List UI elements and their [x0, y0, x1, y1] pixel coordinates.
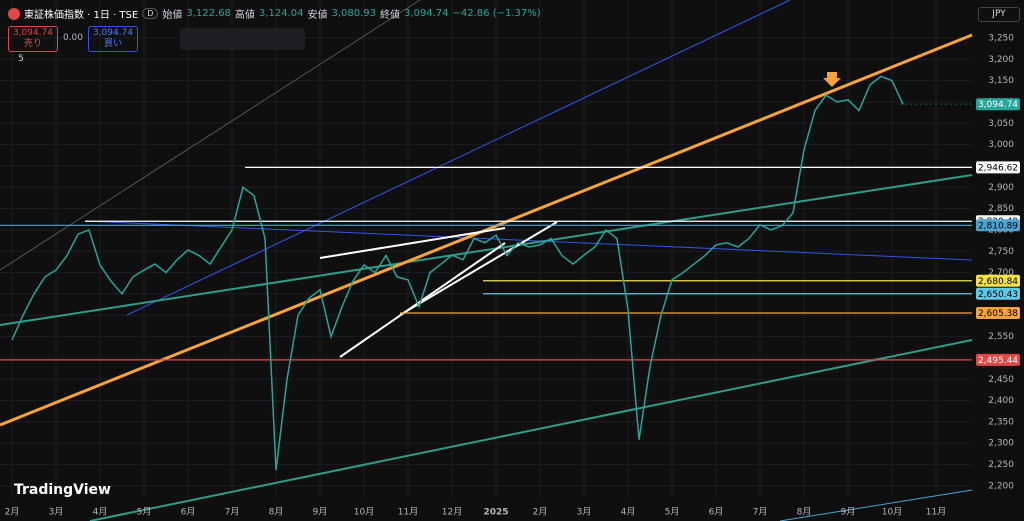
trend-line [84, 220, 973, 261]
high: 3,124.04 [258, 8, 304, 19]
interval-button[interactable]: D [142, 8, 159, 19]
trend-line [779, 489, 973, 521]
sell-label: 売り [23, 39, 42, 49]
y-tick-label: 2,750 [988, 247, 1014, 257]
x-tick-label: 7月 [225, 507, 240, 518]
x-tick-label: 2月 [5, 507, 20, 518]
open-label: 始値 [162, 10, 183, 21]
y-tick-label: 2,250 [988, 460, 1014, 470]
trend-line [126, 0, 791, 316]
symbol-icon [8, 7, 20, 20]
symbol[interactable]: 東証株価指数 · 1日 · TSE [24, 10, 139, 21]
y-tick-label: 2,700 [988, 268, 1014, 278]
open: 3,122.68 [186, 8, 231, 19]
y-tick-label: 3,150 [988, 76, 1014, 86]
price-tag [976, 306, 1020, 319]
drawing-toolbar[interactable] [180, 28, 305, 50]
price-tag-label: 3,094.74 [978, 100, 1018, 110]
drawings [0, 0, 973, 521]
x-tick-label: 7月 [753, 507, 768, 518]
low-label: 安値 [307, 10, 328, 21]
indicator-count: 5 [18, 54, 24, 64]
arrow-marker [823, 72, 841, 87]
y-tick-label: 3,250 [988, 33, 1014, 43]
price-tag-label: 2,495.44 [978, 356, 1018, 366]
x-tick-label: 10月 [354, 507, 374, 518]
price-tag-label: 2,946.62 [978, 163, 1018, 173]
x-tick-label: 2月 [533, 507, 548, 518]
x-tick-label: 2025 [483, 508, 508, 518]
price-tag [976, 98, 1020, 111]
sell-price: 3,094.74 [12, 28, 54, 38]
x-tick-label: 5月 [665, 507, 680, 518]
price-tag [976, 353, 1020, 366]
buy-button[interactable]: 3,094.74 買い [88, 26, 138, 52]
x-tick-label: 9月 [841, 507, 856, 518]
close: 3,094.74 [403, 8, 449, 19]
indicator-toggle[interactable]: 5 [10, 53, 32, 66]
x-tick-label: 5月 [137, 507, 152, 518]
buy-label: 買い [103, 39, 122, 49]
y-tick-label: 2,450 [988, 375, 1014, 385]
price-tag [976, 287, 1020, 300]
price-tag-label: 2,605.38 [978, 309, 1018, 319]
x-tick-label: 6月 [709, 507, 724, 518]
sell-button[interactable]: 3,094.74 売り [8, 26, 58, 52]
price-tag-label: 2,810.89 [978, 221, 1018, 231]
price-tag-label: 2,650.43 [978, 290, 1018, 300]
x-tick-label: 4月 [93, 507, 108, 518]
price-tag [976, 219, 1020, 232]
change: −42.86 (−1.37%) [452, 8, 541, 19]
spread: 0.00 [62, 33, 84, 43]
buy-price: 3,094.74 [92, 28, 134, 38]
x-tick-label: 10月 [882, 507, 902, 518]
price-line [11, 75, 904, 471]
y-tick-label: 3,200 [988, 55, 1014, 65]
trend-line [399, 221, 558, 316]
brand-logo: TradingView [14, 482, 111, 498]
y-tick-label: 2,200 [988, 481, 1014, 491]
x-tick-label: 8月 [269, 507, 284, 518]
trend-line [0, 174, 973, 326]
y-tick-label: 2,900 [988, 183, 1014, 193]
x-tick-label: 6月 [181, 507, 196, 518]
price-tag [976, 274, 1020, 287]
y-tick-label: 2,550 [988, 332, 1014, 342]
high-label: 高値 [234, 10, 255, 21]
trend-line [339, 242, 506, 358]
currency-button[interactable]: JPY [978, 7, 1020, 22]
y-tick-label: 2,850 [988, 204, 1014, 214]
low: 3,080.93 [331, 8, 376, 19]
x-tick-label: 3月 [49, 507, 64, 518]
y-tick-label: 2,350 [988, 417, 1014, 427]
x-tick-label: 9月 [313, 507, 328, 518]
symbol-header: 東証株価指数 · 1日 · TSE D 始値 3,122.68 高値 3,124.0… [8, 6, 541, 21]
y-tick-label: 2,400 [988, 396, 1014, 406]
price-tag-label: 2,680.84 [978, 277, 1018, 287]
y-tick-label: 3,050 [988, 119, 1014, 129]
x-tick-label: 4月 [621, 507, 636, 518]
x-tick-label: 11月 [398, 507, 418, 518]
x-tick-label: 8月 [797, 507, 812, 518]
y-tick-label: 2,300 [988, 439, 1014, 449]
y-tick-label: 3,000 [988, 140, 1014, 150]
trend-line [319, 227, 506, 259]
trend-line [89, 339, 973, 521]
x-tick-label: 11月 [926, 507, 946, 518]
price-tag [976, 161, 1020, 174]
x-tick-label: 12月 [442, 507, 462, 518]
x-tick-label: 3月 [577, 507, 592, 518]
close-label: 終値 [379, 10, 400, 21]
